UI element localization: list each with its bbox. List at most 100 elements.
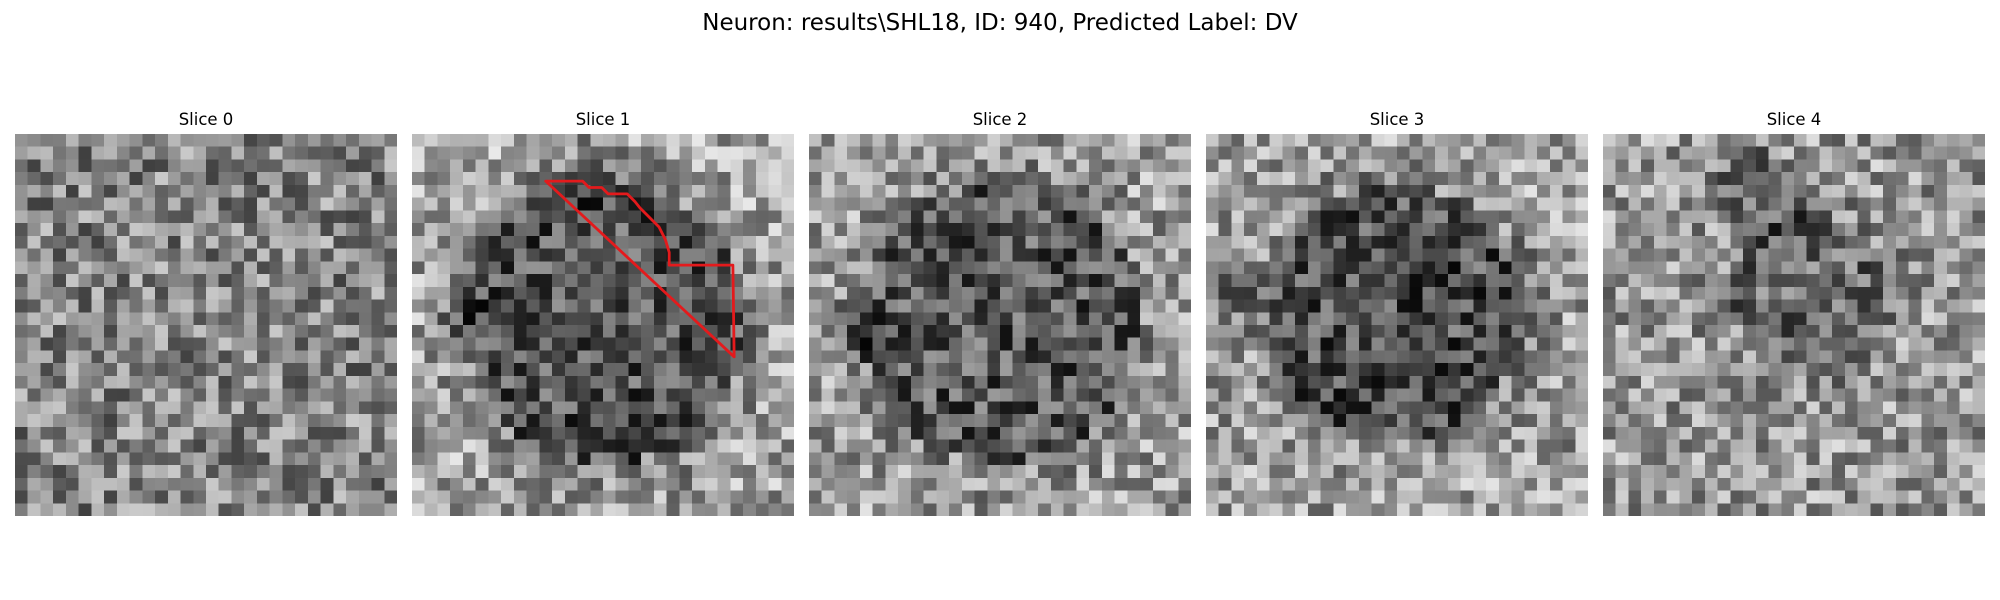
pixel-cell — [1089, 159, 1103, 173]
pixel-cell — [1165, 286, 1179, 300]
pixel-cell — [910, 337, 924, 351]
pixel-cell — [1282, 477, 1296, 491]
pixel-cell — [307, 261, 321, 275]
pixel-cell — [65, 172, 79, 186]
pixel-cell — [1333, 312, 1347, 326]
pixel-cell — [1397, 261, 1410, 275]
pixel-cell — [358, 325, 372, 338]
pixel-cell — [1269, 337, 1283, 351]
pixel-cell — [1447, 337, 1461, 351]
pixel-cell — [1231, 337, 1245, 351]
pixel-cell — [129, 452, 143, 466]
pixel-cell — [513, 235, 527, 249]
pixel-cell — [53, 439, 67, 453]
pixel-cell — [781, 248, 794, 262]
pixel-cell — [704, 452, 718, 466]
pixel-cell — [1140, 439, 1154, 453]
pixel-cell — [295, 452, 309, 466]
pixel-cell — [1653, 439, 1667, 453]
pixel-cell — [501, 414, 515, 428]
pixel-cell — [1819, 248, 1833, 262]
pixel-cell — [717, 210, 731, 224]
pixel-cell — [1063, 184, 1077, 198]
pixel-cell — [155, 210, 169, 224]
pixel-cell — [628, 184, 642, 198]
pixel-cell — [1358, 426, 1372, 440]
pixel-cell — [1666, 426, 1680, 440]
pixel-cell — [91, 363, 105, 377]
pixel-cell — [1320, 388, 1334, 402]
pixel-cell — [1206, 235, 1219, 249]
pixel-cell — [1921, 325, 1935, 338]
pixel-cell — [704, 184, 718, 198]
pixel-cell — [743, 184, 757, 198]
pixel-cell — [526, 439, 540, 453]
pixel-cell — [1152, 388, 1166, 402]
pixel-cell — [1269, 223, 1283, 237]
pixel-cell — [1857, 414, 1871, 428]
pixel-cell — [1000, 477, 1013, 491]
pixel-cell — [78, 248, 92, 262]
pixel-cell — [218, 172, 232, 186]
pixel-cell — [371, 134, 385, 147]
pixel-cell — [1486, 210, 1500, 224]
pixel-cell — [1959, 503, 1973, 516]
pixel-cell — [1063, 490, 1077, 504]
pixel-cell — [1114, 325, 1128, 338]
pixel-cell — [333, 299, 347, 313]
pixel-cell — [1832, 414, 1846, 428]
pixel-cell — [1549, 439, 1563, 453]
pixel-cell — [1730, 439, 1744, 453]
pixel-cell — [462, 274, 476, 288]
pixel-cell — [1870, 337, 1884, 351]
pixel-cell — [755, 477, 769, 491]
pixel-cell — [437, 477, 451, 491]
pixel-cell — [1460, 452, 1474, 466]
pixel-cell — [384, 223, 397, 237]
pixel-cell — [1908, 477, 1922, 491]
pixel-cell — [1256, 503, 1270, 516]
pixel-cell — [1114, 286, 1128, 300]
pixel-cell — [564, 299, 578, 313]
pixel-cell — [104, 477, 118, 491]
pixel-cell — [218, 465, 232, 479]
pixel-cell — [450, 134, 464, 147]
pixel-cell — [1101, 337, 1115, 351]
pixel-cell — [1511, 159, 1525, 173]
pixel-cell — [755, 337, 769, 351]
pixel-cell — [1730, 401, 1744, 415]
pixel-cell — [450, 274, 464, 288]
pixel-cell — [424, 426, 438, 440]
pixel-cell — [577, 159, 591, 173]
pixel-cell — [603, 248, 616, 262]
pixel-cell — [974, 248, 988, 262]
pixel-cell — [730, 159, 744, 173]
pixel-cell — [885, 223, 899, 237]
pixel-cell — [1908, 337, 1922, 351]
pixel-cell — [488, 414, 502, 428]
pixel-cell — [872, 401, 886, 415]
pixel-cell — [244, 197, 258, 211]
pixel-cell — [27, 184, 41, 198]
pixel-cell — [1704, 159, 1718, 173]
pixel-cell — [1524, 414, 1538, 428]
pixel-cell — [539, 261, 553, 275]
pixel-cell — [346, 248, 360, 262]
pixel-cell — [1486, 452, 1500, 466]
pixel-cell — [539, 414, 553, 428]
pixel-cell — [834, 299, 848, 313]
pixel-cell — [1743, 184, 1757, 198]
pixel-cell — [1615, 210, 1629, 224]
pixel-cell — [781, 146, 794, 160]
pixel-cell — [475, 184, 489, 198]
pixel-cell — [1295, 197, 1309, 211]
pixel-cell — [1549, 401, 1563, 415]
pixel-cell — [809, 210, 822, 224]
pixel-cell — [1562, 439, 1576, 453]
pixel-cell — [1256, 159, 1270, 173]
pixel-cell — [847, 363, 861, 377]
pixel-cell — [1000, 426, 1013, 440]
pixel-cell — [1218, 172, 1232, 186]
pixel-cell — [1768, 503, 1782, 516]
pixel-cell — [1114, 363, 1128, 377]
